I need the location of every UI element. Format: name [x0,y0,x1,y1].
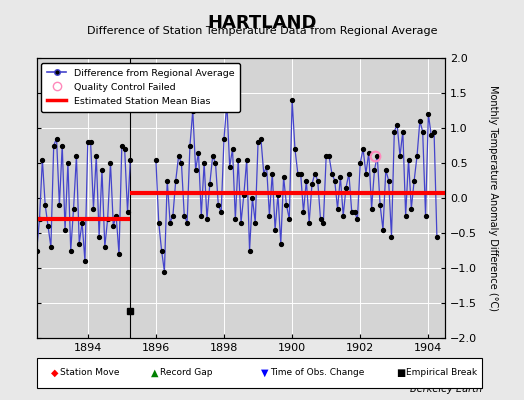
Text: Berkeley Earth: Berkeley Earth [410,384,482,394]
Text: ■: ■ [396,368,406,378]
Text: Record Gap: Record Gap [160,368,212,377]
Text: ◆: ◆ [51,368,59,378]
Text: Time of Obs. Change: Time of Obs. Change [270,368,364,377]
Legend: Difference from Regional Average, Quality Control Failed, Estimated Station Mean: Difference from Regional Average, Qualit… [41,63,240,112]
Text: Station Move: Station Move [60,368,120,377]
Text: ▼: ▼ [261,368,268,378]
Text: ▲: ▲ [151,368,158,378]
Text: Empirical Break: Empirical Break [406,368,477,377]
Text: Difference of Station Temperature Data from Regional Average: Difference of Station Temperature Data f… [87,26,437,36]
Text: HARTLAND: HARTLAND [208,14,316,32]
Y-axis label: Monthly Temperature Anomaly Difference (°C): Monthly Temperature Anomaly Difference (… [488,85,498,311]
